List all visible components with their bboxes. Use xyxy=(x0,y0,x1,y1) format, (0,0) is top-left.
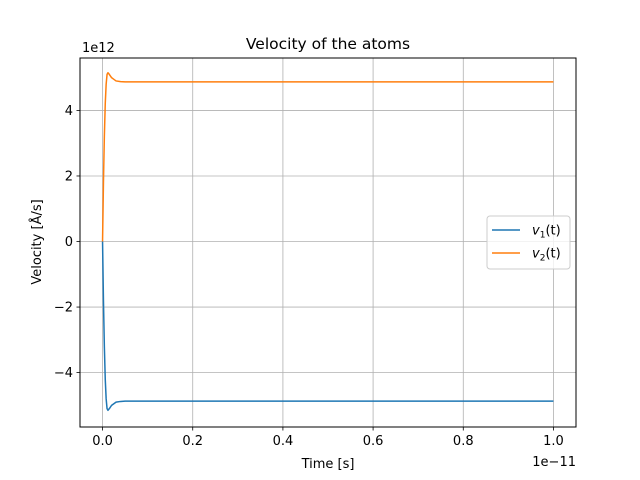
y-axis-label: Velocity [Å/s] xyxy=(29,199,45,284)
x-tick-label: 0.6 xyxy=(363,434,384,449)
series-line-v2 xyxy=(101,72,554,242)
y-tick-label: 0 xyxy=(65,235,73,250)
x-tick-label: 0.2 xyxy=(182,434,203,449)
grid xyxy=(80,58,576,427)
y-tick-label: −4 xyxy=(54,366,73,381)
y-offset-label: 1e12 xyxy=(82,41,115,56)
y-tick-label: 4 xyxy=(65,104,73,119)
x-offset-label: 1e−11 xyxy=(532,455,576,470)
x-tick-label: 0.8 xyxy=(453,434,474,449)
legend: v1(t) v2(t) xyxy=(486,215,571,270)
y-tick-label: −2 xyxy=(54,301,73,316)
x-tick-label: 1.0 xyxy=(543,434,564,449)
y-tick-label: 2 xyxy=(65,169,73,184)
legend-label-v1: v1(t) xyxy=(532,224,561,241)
series-layer xyxy=(101,72,554,412)
ticks: 0.0 0.2 0.4 0.6 0.8 1.0 −4 −2 0 2 4 xyxy=(54,104,564,449)
legend-label-v2: v2(t) xyxy=(532,247,561,264)
x-axis-label: Time [s] xyxy=(301,457,355,472)
chart-title: Velocity of the atoms xyxy=(246,35,410,53)
x-tick-label: 0.0 xyxy=(92,434,113,449)
series-line-v1 xyxy=(101,241,554,412)
plot-frame xyxy=(79,57,577,428)
x-tick-label: 0.4 xyxy=(273,434,294,449)
